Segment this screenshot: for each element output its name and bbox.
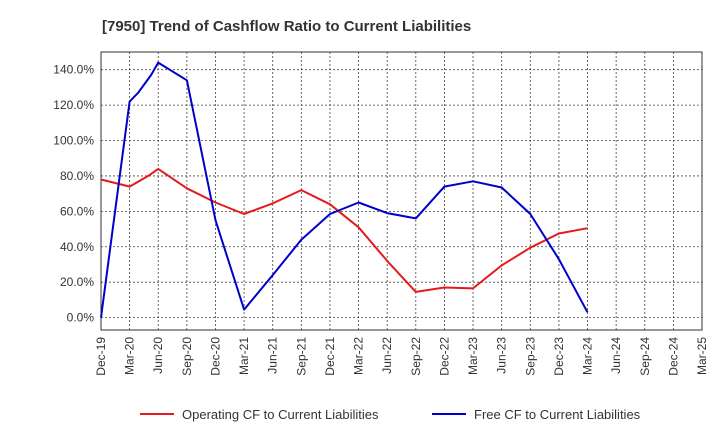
- y-tick-label: 60.0%: [60, 204, 94, 218]
- x-tick-label: Dec-20: [208, 337, 222, 376]
- x-tick-label: Sep-21: [294, 337, 308, 376]
- x-tick-label: Sep-22: [409, 337, 423, 376]
- legend-label: Free CF to Current Liabilities: [474, 407, 641, 422]
- legend-label: Operating CF to Current Liabilities: [182, 407, 379, 422]
- x-tick-label: Dec-22: [437, 337, 451, 376]
- plot-area: 0.0% 20.0% 40.0% 60.0% 80.0% 100.0% 120.0% 140.…: [53, 51, 709, 376]
- plot-frame: [100, 51, 703, 331]
- x-tick-label: Sep-23: [523, 337, 537, 376]
- x-tick-label: Sep-20: [180, 337, 194, 376]
- y-tick-label: 40.0%: [60, 240, 94, 254]
- y-tick-label: 0.0%: [67, 311, 95, 325]
- x-tick-label: Jun-21: [266, 337, 280, 374]
- y-tick-label: 100.0%: [53, 134, 94, 148]
- series-line-free-cf: [100, 61, 589, 318]
- y-tick-label: 20.0%: [60, 275, 94, 289]
- x-tick-label: Mar-20: [123, 337, 137, 375]
- x-tick-label: Sep-24: [638, 337, 652, 376]
- plot-background: [101, 52, 702, 330]
- x-tick-label: Jun-22: [380, 337, 394, 374]
- y-tick-label: 140.0%: [53, 63, 94, 77]
- x-tick-label: Dec-24: [666, 337, 680, 376]
- x-tick-label: Jun-24: [609, 337, 623, 374]
- x-tick-label: Jun-23: [495, 337, 509, 374]
- x-tick-label: Mar-25: [695, 337, 709, 375]
- legend: Operating CF to Current Liabilities Free …: [140, 407, 641, 422]
- x-tick-label: Dec-23: [552, 337, 566, 376]
- x-tick-label: Mar-24: [581, 337, 595, 375]
- x-tick-label: Mar-21: [237, 337, 251, 375]
- x-tick-label: Mar-23: [466, 337, 480, 375]
- x-tick-label: Dec-21: [323, 337, 337, 376]
- y-tick-label: 120.0%: [53, 98, 94, 112]
- x-tick-label: Jun-20: [151, 337, 165, 374]
- series-line-operating-cf: [100, 167, 588, 293]
- x-tick-label: Dec-19: [94, 337, 108, 376]
- chart-title: [7950] Trend of Cashflow Ratio to Curren…: [102, 18, 471, 35]
- x-tick-label: Mar-22: [352, 337, 366, 375]
- y-tick-label: 80.0%: [60, 169, 94, 183]
